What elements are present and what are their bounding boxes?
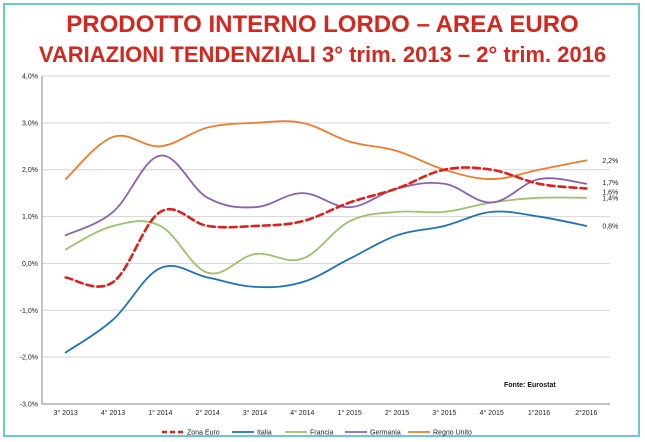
series-line-italia xyxy=(64,210,588,354)
y-tick-label: 4,0% xyxy=(22,74,38,81)
end-value-label: 2,2% xyxy=(602,158,618,165)
gridlines xyxy=(41,75,610,405)
end-value-label: 1,7% xyxy=(602,180,618,187)
end-value-label: 0,8% xyxy=(602,223,618,230)
x-tick-label: 3° 2014 xyxy=(243,409,267,417)
x-tick-label: 1°2016 xyxy=(528,409,550,417)
x-tick-label: 3° 2015 xyxy=(432,409,456,417)
y-tick-label: -1,0% xyxy=(20,308,38,315)
series-line-regno-unito xyxy=(64,120,588,180)
legend-label: Germania xyxy=(370,430,401,437)
series-line-germania xyxy=(64,154,588,237)
y-tick-label: 0,0% xyxy=(22,261,38,268)
x-axis-ticks: 3° 2013 4° 2013 1° 2014 2° 2014 3° 2014 4° 20… xyxy=(54,409,598,417)
chart-subtitle: VARIAZIONI TENDENZIALI 3° trim. 2013 – 2… xyxy=(38,42,607,67)
chart-frame xyxy=(3,3,640,437)
x-tick-label: 1° 2015 xyxy=(338,409,362,417)
legend-label: Francia xyxy=(310,430,333,437)
data-labels: 1,6% 0,8% 1,4% 1,7% 2,2% xyxy=(602,158,618,231)
y-tick-label: 1,0% xyxy=(22,214,38,221)
x-tick-label: 4° 2015 xyxy=(480,409,504,417)
source-note: Fonte: Eurostat xyxy=(504,382,556,389)
end-value-label: 1,6% xyxy=(602,189,618,196)
series-lines xyxy=(64,120,588,354)
x-tick-label: 4° 2013 xyxy=(101,409,125,417)
chart-title: PRODOTTO INTERNO LORDO – AREA EURO xyxy=(66,11,579,38)
x-tick-label: 2° 2015 xyxy=(385,409,409,417)
x-tick-label: 2° 2014 xyxy=(196,409,220,417)
y-tick-label: 2,0% xyxy=(22,167,38,174)
x-tick-label: 4° 2014 xyxy=(290,409,314,417)
series-line-zona-euro xyxy=(64,166,588,288)
x-tick-label: 1° 2014 xyxy=(148,409,172,417)
legend-label: Italia xyxy=(257,430,272,437)
y-tick-label: -3,0% xyxy=(20,402,38,409)
y-axis-ticks: 4,0% 3,0% 2,0% 1,0% 0,0% -1,0% -2,0% -3,0% xyxy=(20,74,38,409)
end-value-label: 1,4% xyxy=(602,195,618,202)
legend-label: Zona Euro xyxy=(187,430,220,437)
legend: Zona Euro Italia Francia Germania Regno Unit… xyxy=(162,430,472,437)
y-tick-label: 3,0% xyxy=(22,120,38,127)
x-tick-label: 3° 2013 xyxy=(54,409,78,417)
y-tick-label: -2,0% xyxy=(20,355,38,362)
legend-label: Regno Unito xyxy=(433,430,472,437)
x-tick-label: 2°2016 xyxy=(575,409,597,417)
